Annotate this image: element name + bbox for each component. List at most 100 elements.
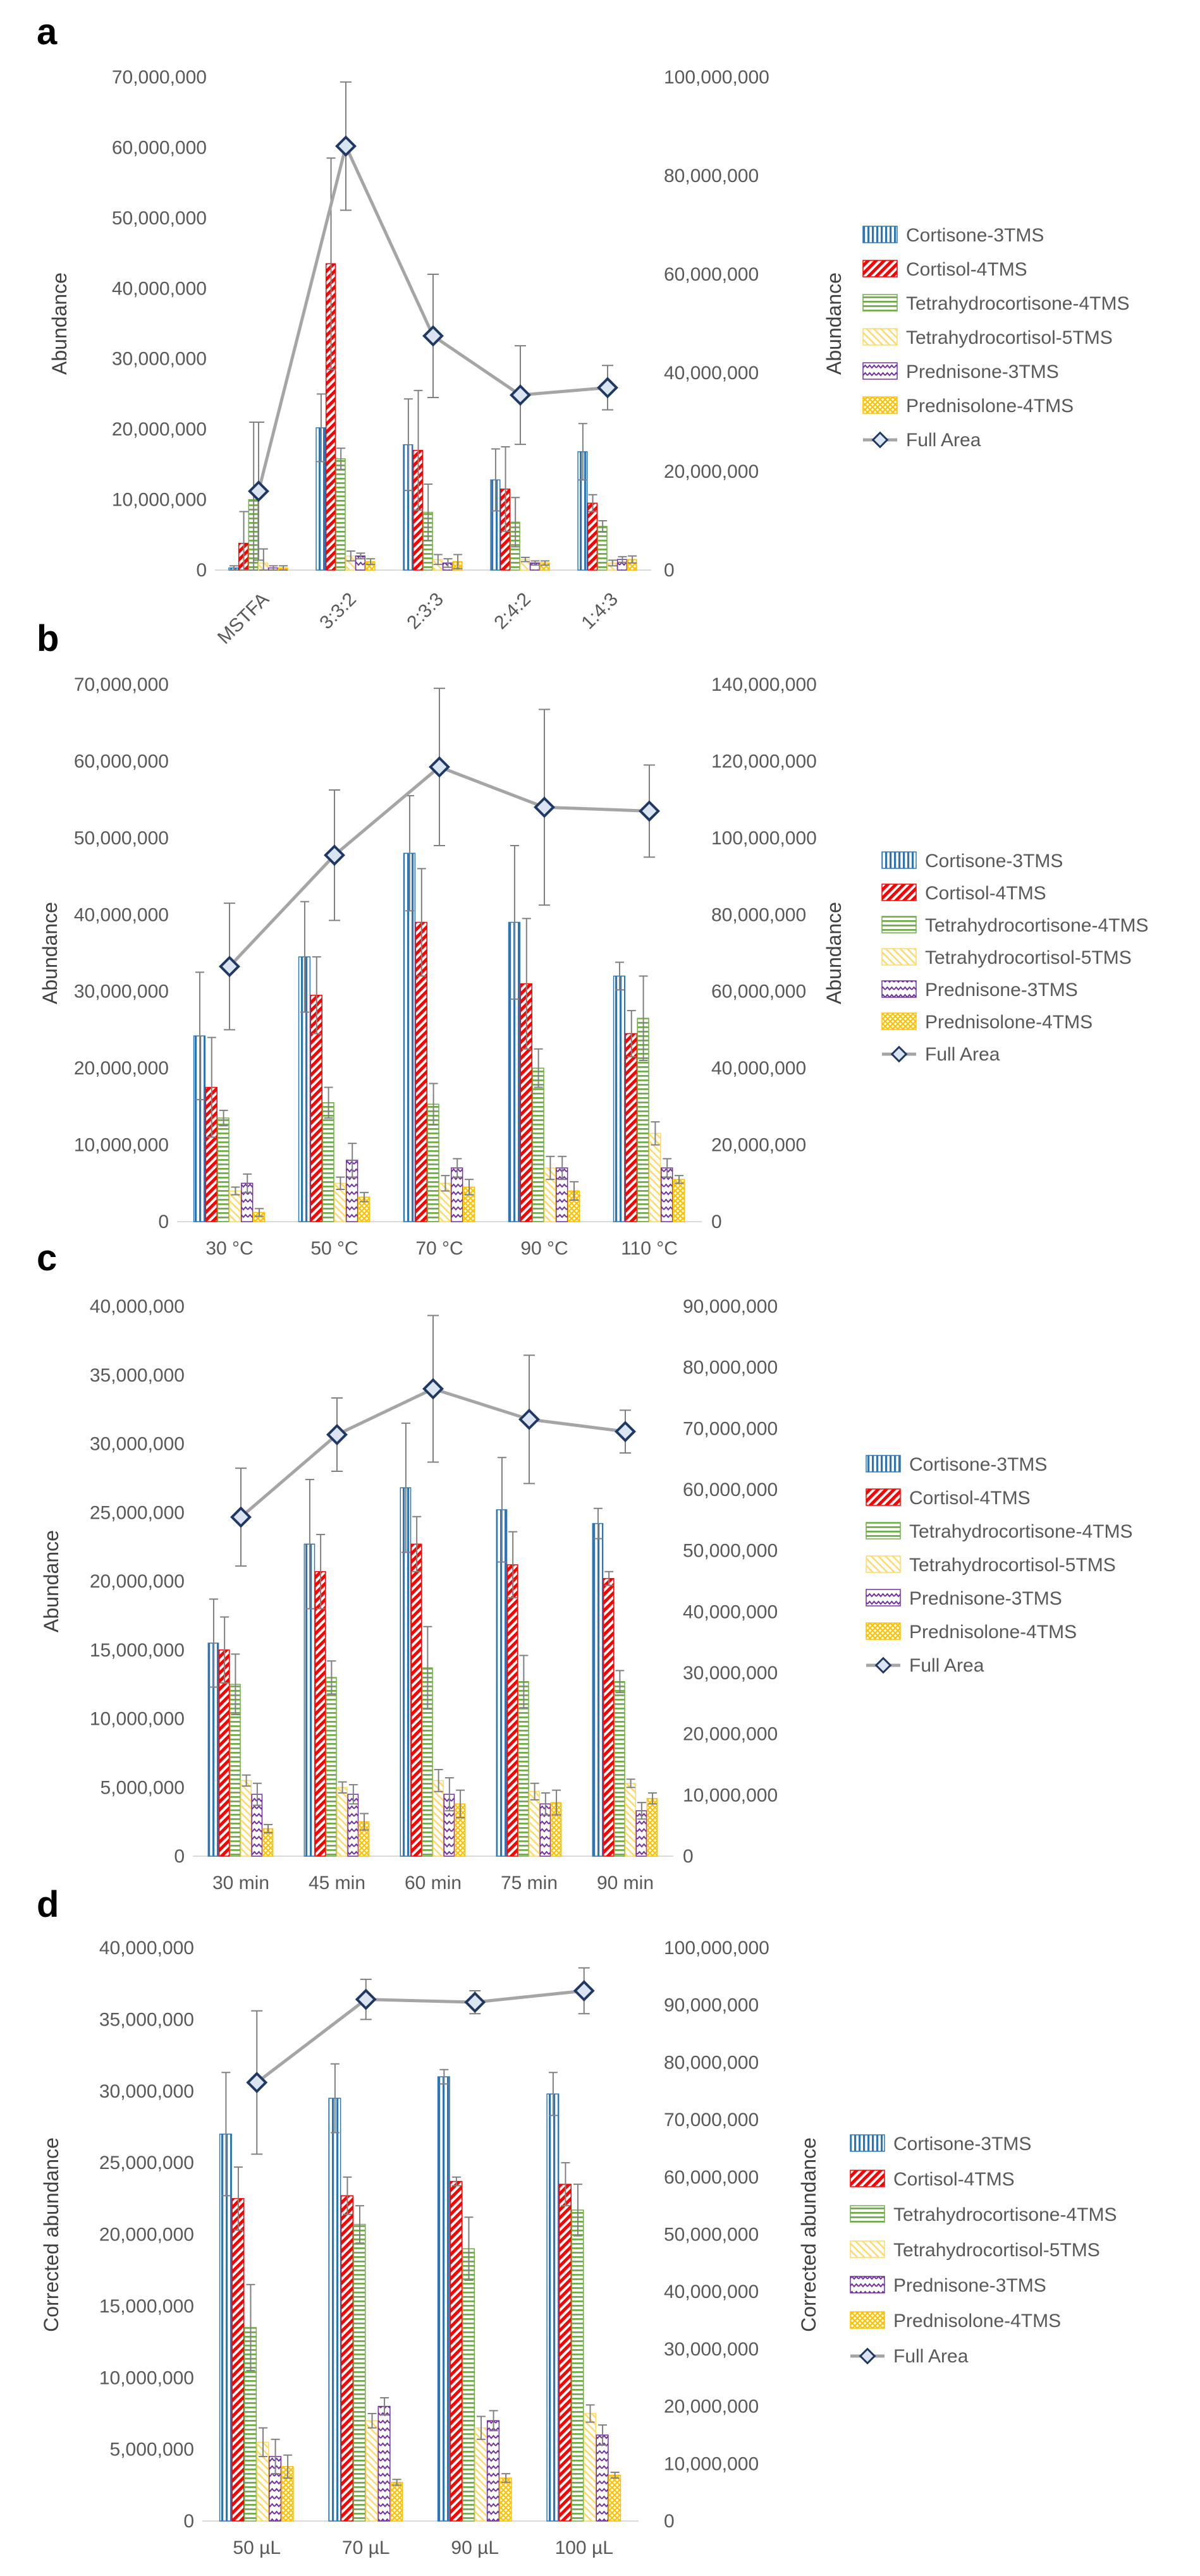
category-labels: 30 min 45 min 60 min 75 min 90 min [212,1873,654,1893]
full-area-marker-c-1 [326,1424,348,1445]
full-area-marker-a-4 [597,377,618,399]
legend-label: Prednisone-3TMS [925,980,1078,1000]
right-tick-label: 80,000,000 [664,166,759,186]
right-tick-label: 60,000,000 [683,1479,778,1500]
bar-a-s2-c4 [597,526,608,571]
legend-label: Tetrahydrocortisone-4TMS [893,2204,1117,2225]
right-tick-label: 50,000,000 [683,1541,778,1562]
error-bars [209,1422,658,1834]
legend-label: Prednisone-3TMS [909,1588,1062,1609]
left-tick-label: 15,000,000 [99,2296,194,2317]
full-area-marker-a-3 [510,384,531,406]
full-area-marker-a-2 [422,325,444,347]
legend-marker [871,431,889,449]
category-label: 100 µL [555,2537,613,2558]
left-tick-label: 30,000,000 [99,2081,194,2102]
full-area-marker-c-3 [518,1408,540,1430]
bar-d-s1-c2 [450,2180,463,2522]
legend-swatch [866,1455,901,1473]
legend-label: Full Area [906,430,981,451]
right-tick-label: 30,000,000 [664,2339,759,2360]
left-tick-label: 5,000,000 [110,2439,194,2460]
legend-marker [859,2347,876,2365]
legend-label: Cortisone-3TMS [909,1454,1047,1475]
legend-swatch [862,226,898,243]
panel-a: a 0 10,000,000 20,000,000 30,000,000 40,000,0… [37,11,1129,648]
category-label: 30 °C [205,1238,253,1259]
bar-d-s4-c3 [596,2434,609,2522]
legend: Cortisone-3TMS Cortisol-4TMS Tetrahydrocor… [862,225,1129,451]
full-area-marker-b-3 [534,796,555,818]
bar-b-s3-c0 [229,1190,242,1222]
panel-letter: b [37,618,59,659]
bar-c-s3-c4 [625,1782,636,1857]
right-tick-label: 0 [664,2511,675,2532]
legend-swatch [881,980,917,998]
left-tick-label: 10,000,000 [112,490,207,511]
right-tick-label: 10,000,000 [683,1785,778,1806]
legend-swatch [862,362,898,380]
legend-swatch [866,1622,901,1640]
legend-marker [890,1045,908,1063]
legend-label: Cortisol-4TMS [925,883,1046,904]
legend-swatch [881,916,917,933]
right-tick-label: 20,000,000 [664,2397,759,2417]
bar-d-s4-c2 [487,2420,500,2522]
legend-swatch [881,884,917,901]
bar-d-s0-c3 [546,2093,560,2522]
right-tick-label: 20,000,000 [711,1135,806,1156]
category-label: 60 min [405,1873,462,1893]
error-bars [221,2063,620,2486]
left-tick-label: 0 [183,2511,194,2532]
bar-c-s2-c1 [326,1677,337,1857]
panel-letter: d [37,1884,59,1925]
category-label: MSTFA [214,589,273,648]
legend-label: Tetrahydrocortisone-4TMS [925,915,1148,936]
legend-swatch [862,396,898,414]
right-tick-label: 60,000,000 [664,2167,759,2188]
legend-label: Tetrahydrocortisol-5TMS [906,327,1113,348]
right-tick-label: 70,000,000 [664,2110,759,2130]
panel-d: d 0 5,000,000 10,000,000 15,000,000 20,000,00… [37,1884,1117,2558]
category-label: 2:4:2 [490,589,535,634]
category-label: 90 µL [451,2537,499,2558]
right-tick-label: 80,000,000 [711,904,806,925]
category-label: 2:3:3 [403,589,448,634]
panel-b: b 0 10,000,000 20,000,000 30,000,000 40,000,0… [37,618,1148,1259]
left-tick-label: 20,000,000 [99,2225,194,2245]
bar-b-s1-c4 [625,1033,637,1222]
legend-label: Tetrahydrocortisol-5TMS [893,2240,1100,2261]
legend-swatch [850,2134,885,2152]
legend: Cortisone-3TMS Cortisol-4TMS Tetrahydrocor… [881,851,1148,1065]
right-tick-label: 140,000,000 [711,674,817,695]
left-tick-label: 40,000,000 [99,1938,194,1959]
legend-label: Cortisone-3TMS [893,2134,1031,2154]
full-area-line [255,1989,585,2084]
bar-d-s1-c0 [231,2198,245,2522]
full-area-marker-b-2 [429,756,450,778]
category-label: 3:3:2 [315,589,360,634]
right-tick-label: 90,000,000 [664,1995,759,2016]
panel-c: c 0 5,000,000 10,000,000 15,000,000 20,000,00… [37,1237,1132,1893]
legend-swatch [866,1555,901,1573]
left-tick-label: 35,000,000 [90,1365,185,1386]
left-tick-label: 30,000,000 [90,1434,185,1455]
left-tick-label: 40,000,000 [90,1296,185,1317]
right-tick-label: 90,000,000 [683,1296,778,1317]
right-tick-label: 0 [664,560,675,581]
category-label: 30 min [212,1873,269,1893]
category-label: 1:4:3 [577,589,622,634]
right-axis-title: Abundance [823,272,845,375]
left-tick-label: 70,000,000 [74,674,169,695]
bar-d-s5-c2 [499,2477,512,2522]
left-axis-title: Abundance [40,1530,63,1632]
right-axis-ticks: 0 20,000,000 40,000,000 60,000,000 80,000,00… [664,67,769,581]
left-tick-label: 25,000,000 [90,1502,185,1523]
left-tick-label: 30,000,000 [74,981,169,1002]
legend-marker [874,1656,892,1674]
right-tick-label: 20,000,000 [664,461,759,482]
left-tick-label: 30,000,000 [112,349,207,370]
panel-letter: a [37,11,58,52]
left-tick-label: 15,000,000 [90,1640,185,1661]
legend-swatch [850,2276,885,2293]
